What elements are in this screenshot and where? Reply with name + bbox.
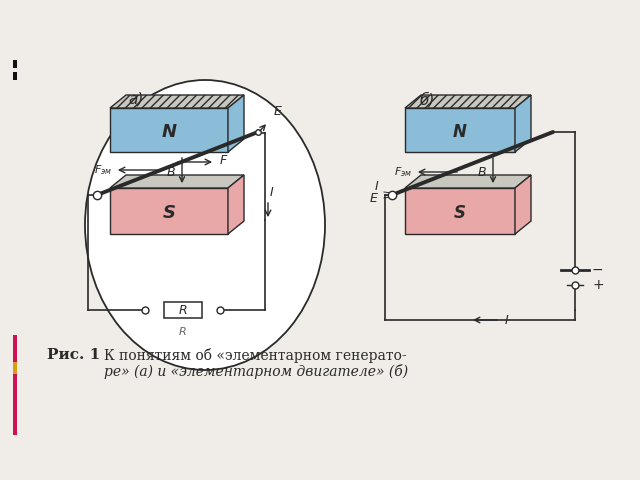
Polygon shape: [110, 188, 228, 234]
Text: −: −: [592, 263, 604, 277]
Polygon shape: [228, 175, 244, 234]
Polygon shape: [515, 175, 531, 234]
Text: б): б): [420, 92, 435, 108]
Polygon shape: [405, 188, 515, 234]
Polygon shape: [228, 95, 244, 152]
Text: N: N: [453, 123, 467, 141]
Polygon shape: [515, 95, 531, 152]
Text: E: E: [274, 105, 282, 118]
Text: Рис. 1: Рис. 1: [47, 348, 100, 362]
Text: $F_{эм}$: $F_{эм}$: [94, 163, 112, 177]
Text: N: N: [161, 123, 177, 141]
Text: B: B: [166, 166, 175, 179]
Text: F: F: [220, 155, 227, 168]
Ellipse shape: [85, 80, 325, 370]
Text: $F_{эм}$: $F_{эм}$: [394, 165, 412, 179]
Polygon shape: [110, 175, 244, 188]
Bar: [13, 60, 17, 68]
Text: а): а): [128, 92, 143, 107]
Text: I: I: [270, 185, 274, 199]
Text: S: S: [163, 204, 175, 222]
Polygon shape: [405, 108, 515, 152]
Polygon shape: [405, 95, 531, 108]
Text: S: S: [454, 204, 466, 222]
Polygon shape: [110, 95, 244, 108]
Text: R: R: [179, 303, 188, 316]
Bar: [13, 72, 17, 80]
Bar: [13, 362, 17, 374]
FancyBboxPatch shape: [164, 302, 202, 318]
Text: I: I: [374, 180, 378, 193]
Text: R: R: [179, 327, 187, 337]
Text: E: E: [370, 192, 378, 204]
Bar: [13, 335, 17, 435]
Text: К понятиям об «элементарном генерато-: К понятиям об «элементарном генерато-: [104, 348, 406, 363]
Polygon shape: [405, 175, 531, 188]
Text: B: B: [477, 166, 486, 179]
Text: ре» (а) и «элементарном двигателе» (б): ре» (а) и «элементарном двигателе» (б): [104, 364, 408, 379]
Polygon shape: [110, 108, 228, 152]
Text: +: +: [592, 278, 604, 292]
Text: I: I: [505, 313, 509, 326]
